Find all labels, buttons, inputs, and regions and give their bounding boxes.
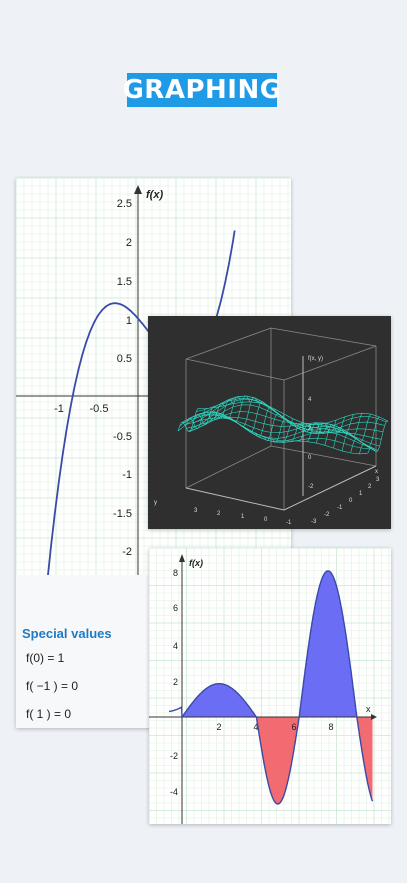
x-tick-label: -2 [324,512,330,518]
x-tick-labels: 2 4 6 8 [216,722,333,732]
y-axis-arrow [134,185,142,194]
mesh-line [315,419,337,444]
y-tick-label: 1 [126,315,132,327]
mesh-line [203,403,225,421]
z-tick-label: 2 [308,426,312,432]
mesh-line [290,423,311,442]
mesh-line [324,416,346,446]
y-tick-label: 8 [173,568,178,578]
y-tick-label: 0.5 [117,353,132,365]
y-tick-labels: 2.5 2 1.5 1 0.5 -0.5 -1 -1.5 -2 [113,198,132,558]
special-value-item[interactable]: f( −1 ) = 0 [26,679,79,693]
z-tick-label: 0 [308,455,312,461]
y-tick-label: 4 [173,641,178,651]
mesh-line [281,422,302,443]
mesh-line [195,406,216,426]
mesh-line [177,408,199,432]
surface-mesh [177,395,389,455]
mesh-line [184,417,375,451]
y-tick-label: -2 [122,546,132,558]
mesh-line [255,407,276,438]
y-axis-label: f(x) [146,189,163,201]
x-tick-label: -1 [337,505,343,511]
y-tick-label: 0 [264,517,268,523]
y-tick-labels: 8 6 4 2 -2 -4 [170,568,178,797]
mesh-line [212,398,233,419]
x-tick-label: 2 [368,484,372,490]
x-tick-label: 4 [253,722,258,732]
y-tick-label: 2.5 [117,198,132,210]
y-tick-label: -4 [170,787,178,797]
mesh-line [341,413,363,451]
section-banner: GRAPHING [122,73,281,107]
y-tick-labels-3d: 3 2 1 0 -1 [194,508,292,526]
axes-3d [185,356,377,511]
y-tick-label: -0.5 [113,431,132,443]
surface-plot[interactable]: f(x, y) 4 2 0 -2 3 2 1 0 -1 y -3 -2 -1 0… [148,316,391,529]
y-axis-label-3d: y [154,500,157,506]
x-tick-label: -1 [54,403,64,415]
y-tick-label: 2 [217,511,221,517]
mesh-line [298,423,320,442]
mesh-line [246,401,268,433]
y-tick-label: -1.5 [113,508,132,520]
y-tick-label: 1.5 [117,276,132,288]
x-tick-label: 3 [376,477,380,483]
y-axis-label: f(x) [189,558,203,568]
y-tick-label: -1 [286,520,292,526]
surface-plot-card[interactable]: f(x, y) 4 2 0 -2 3 2 1 0 -1 y -3 -2 -1 0… [148,316,391,529]
mesh-line [229,395,251,422]
mesh-line [333,414,354,449]
y-tick-label: 2 [173,677,178,687]
special-values-title: Special values [22,626,112,641]
z-tick-labels: 4 2 0 -2 [308,397,314,490]
grid [148,547,391,824]
mesh-line [307,422,328,442]
x-tick-label: 6 [291,722,296,732]
special-value-item[interactable]: f(0) = 1 [26,651,65,665]
y-tick-label: -1 [122,469,132,481]
x-axis-arrow [371,714,377,720]
mesh-line [367,420,389,454]
z-tick-label: 4 [308,397,312,403]
mesh-line [197,401,389,425]
x-axis-label: x [366,704,371,714]
positive-area [182,570,358,717]
y-tick-label: 6 [173,603,178,613]
negative-area [256,717,373,804]
mesh-line [264,413,285,441]
x-axis-label-3d: x [375,469,378,475]
mesh-line [350,413,371,454]
x-tick-label: 1 [359,491,363,497]
z-axis-label: f(x, y) [308,356,323,362]
x-tick-label: -0.5 [90,403,109,415]
y-tick-label: 3 [194,508,198,514]
y-tick-label: -2 [170,751,178,761]
area-graph-card[interactable]: f(x) x 8 6 4 2 -2 -4 2 4 6 8 [148,547,391,824]
y-tick-label: 1 [241,514,245,520]
y-tick-label: 2 [126,237,132,249]
mesh-line [186,408,207,429]
mesh-line [359,416,380,454]
x-tick-label: 8 [328,722,333,732]
x-tick-label: 2 [216,722,221,732]
y-axis-arrow [179,554,185,562]
mesh-line [238,397,259,427]
mesh-line [221,396,242,420]
area-graph[interactable]: f(x) x 8 6 4 2 -2 -4 2 4 6 8 [148,547,391,824]
x-tick-labels-3d: -3 -2 -1 0 1 2 3 [311,477,380,525]
x-tick-label: 0 [349,498,353,504]
x-tick-label: -3 [311,519,317,525]
special-value-item[interactable]: f( 1 ) = 0 [26,707,72,721]
z-tick-label: -2 [308,484,314,490]
mesh-line [272,418,294,443]
function-curve [169,570,374,805]
banner-title: GRAPHING [122,75,282,105]
bounding-box [185,327,377,510]
